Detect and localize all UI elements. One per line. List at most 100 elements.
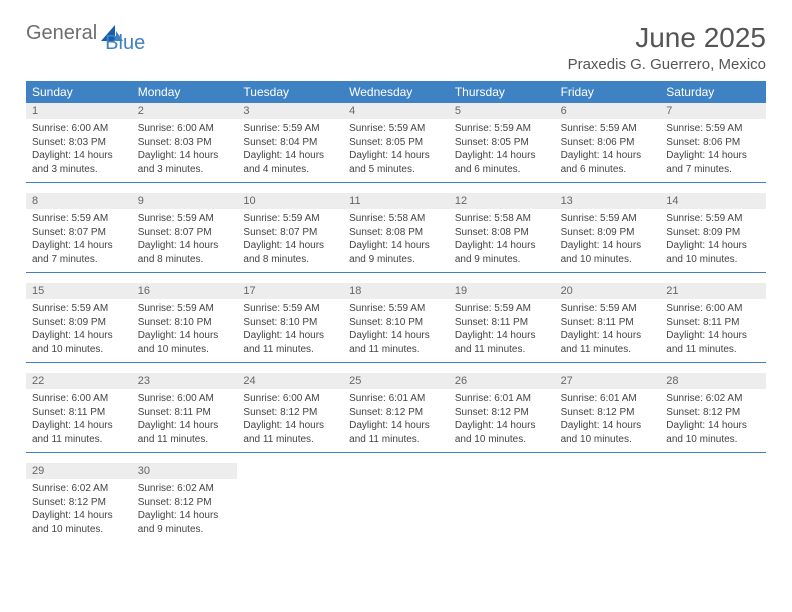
day-number: 2 bbox=[132, 103, 238, 119]
dow-cell: Tuesday bbox=[237, 81, 343, 103]
day-cell: 2Sunrise: 6:00 AMSunset: 8:03 PMDaylight… bbox=[132, 103, 238, 182]
day-body: Sunrise: 5:59 AMSunset: 8:11 PMDaylight:… bbox=[555, 299, 661, 362]
day-number: 7 bbox=[660, 103, 766, 119]
day-cell: 3Sunrise: 5:59 AMSunset: 8:04 PMDaylight… bbox=[237, 103, 343, 182]
page-title: June 2025 bbox=[568, 22, 766, 54]
day-number: 19 bbox=[449, 283, 555, 299]
day-cell: 15Sunrise: 5:59 AMSunset: 8:09 PMDayligh… bbox=[26, 283, 132, 362]
day-body: Sunrise: 6:01 AMSunset: 8:12 PMDaylight:… bbox=[449, 389, 555, 452]
day-number: 15 bbox=[26, 283, 132, 299]
day-number: 21 bbox=[660, 283, 766, 299]
day-number: 28 bbox=[660, 373, 766, 389]
week-row: 22Sunrise: 6:00 AMSunset: 8:11 PMDayligh… bbox=[26, 373, 766, 453]
day-cell: 27Sunrise: 6:01 AMSunset: 8:12 PMDayligh… bbox=[555, 373, 661, 452]
day-cell: 10Sunrise: 5:59 AMSunset: 8:07 PMDayligh… bbox=[237, 193, 343, 272]
day-number: 14 bbox=[660, 193, 766, 209]
day-number: 24 bbox=[237, 373, 343, 389]
day-number: 9 bbox=[132, 193, 238, 209]
day-cell: 20Sunrise: 5:59 AMSunset: 8:11 PMDayligh… bbox=[555, 283, 661, 362]
day-cell: 12Sunrise: 5:58 AMSunset: 8:08 PMDayligh… bbox=[449, 193, 555, 272]
day-cell: 13Sunrise: 5:59 AMSunset: 8:09 PMDayligh… bbox=[555, 193, 661, 272]
day-body: Sunrise: 5:59 AMSunset: 8:07 PMDaylight:… bbox=[132, 209, 238, 272]
day-cell: 25Sunrise: 6:01 AMSunset: 8:12 PMDayligh… bbox=[343, 373, 449, 452]
location-label: Praxedis G. Guerrero, Mexico bbox=[568, 56, 766, 73]
day-number: 22 bbox=[26, 373, 132, 389]
day-body: Sunrise: 5:59 AMSunset: 8:05 PMDaylight:… bbox=[449, 119, 555, 182]
day-cell: 8Sunrise: 5:59 AMSunset: 8:07 PMDaylight… bbox=[26, 193, 132, 272]
day-number: 23 bbox=[132, 373, 238, 389]
day-body: Sunrise: 6:02 AMSunset: 8:12 PMDaylight:… bbox=[660, 389, 766, 452]
day-body: Sunrise: 5:58 AMSunset: 8:08 PMDaylight:… bbox=[343, 209, 449, 272]
day-body: Sunrise: 5:59 AMSunset: 8:04 PMDaylight:… bbox=[237, 119, 343, 182]
day-number: 6 bbox=[555, 103, 661, 119]
dow-cell: Monday bbox=[132, 81, 238, 103]
day-body: Sunrise: 5:59 AMSunset: 8:06 PMDaylight:… bbox=[555, 119, 661, 182]
day-cell: 24Sunrise: 6:00 AMSunset: 8:12 PMDayligh… bbox=[237, 373, 343, 452]
day-body: Sunrise: 6:02 AMSunset: 8:12 PMDaylight:… bbox=[26, 479, 132, 542]
day-body: Sunrise: 5:59 AMSunset: 8:09 PMDaylight:… bbox=[660, 209, 766, 272]
day-of-week-header: SundayMondayTuesdayWednesdayThursdayFrid… bbox=[26, 81, 766, 103]
day-body: Sunrise: 5:59 AMSunset: 8:10 PMDaylight:… bbox=[343, 299, 449, 362]
day-number: 10 bbox=[237, 193, 343, 209]
day-number: 29 bbox=[26, 463, 132, 479]
logo-text-2: Blue bbox=[105, 32, 145, 55]
day-number: 17 bbox=[237, 283, 343, 299]
day-cell: 14Sunrise: 5:59 AMSunset: 8:09 PMDayligh… bbox=[660, 193, 766, 272]
day-body: Sunrise: 5:58 AMSunset: 8:08 PMDaylight:… bbox=[449, 209, 555, 272]
dow-cell: Wednesday bbox=[343, 81, 449, 103]
week-row: 8Sunrise: 5:59 AMSunset: 8:07 PMDaylight… bbox=[26, 193, 766, 273]
day-number: 11 bbox=[343, 193, 449, 209]
day-number: 25 bbox=[343, 373, 449, 389]
day-body: Sunrise: 6:00 AMSunset: 8:11 PMDaylight:… bbox=[660, 299, 766, 362]
day-body: Sunrise: 5:59 AMSunset: 8:06 PMDaylight:… bbox=[660, 119, 766, 182]
day-number: 8 bbox=[26, 193, 132, 209]
header: General Blue June 2025 Praxedis G. Guerr… bbox=[26, 22, 766, 73]
day-cell: 21Sunrise: 6:00 AMSunset: 8:11 PMDayligh… bbox=[660, 283, 766, 362]
logo-text-1: General bbox=[26, 22, 97, 45]
day-number: 20 bbox=[555, 283, 661, 299]
day-cell: 6Sunrise: 5:59 AMSunset: 8:06 PMDaylight… bbox=[555, 103, 661, 182]
week-row: 1Sunrise: 6:00 AMSunset: 8:03 PMDaylight… bbox=[26, 103, 766, 183]
dow-cell: Saturday bbox=[660, 81, 766, 103]
day-cell: .. bbox=[237, 463, 343, 542]
day-number: 30 bbox=[132, 463, 238, 479]
day-body: Sunrise: 6:02 AMSunset: 8:12 PMDaylight:… bbox=[132, 479, 238, 542]
calendar: SundayMondayTuesdayWednesdayThursdayFrid… bbox=[26, 81, 766, 542]
day-cell: 30Sunrise: 6:02 AMSunset: 8:12 PMDayligh… bbox=[132, 463, 238, 542]
day-cell: 7Sunrise: 5:59 AMSunset: 8:06 PMDaylight… bbox=[660, 103, 766, 182]
day-cell: .. bbox=[449, 463, 555, 542]
day-body: Sunrise: 5:59 AMSunset: 8:05 PMDaylight:… bbox=[343, 119, 449, 182]
day-cell: 19Sunrise: 5:59 AMSunset: 8:11 PMDayligh… bbox=[449, 283, 555, 362]
week-row: 15Sunrise: 5:59 AMSunset: 8:09 PMDayligh… bbox=[26, 283, 766, 363]
day-number: 26 bbox=[449, 373, 555, 389]
day-body: Sunrise: 5:59 AMSunset: 8:10 PMDaylight:… bbox=[132, 299, 238, 362]
day-cell: 5Sunrise: 5:59 AMSunset: 8:05 PMDaylight… bbox=[449, 103, 555, 182]
dow-cell: Friday bbox=[555, 81, 661, 103]
day-body: Sunrise: 6:00 AMSunset: 8:03 PMDaylight:… bbox=[132, 119, 238, 182]
week-row: 29Sunrise: 6:02 AMSunset: 8:12 PMDayligh… bbox=[26, 463, 766, 542]
day-number: 1 bbox=[26, 103, 132, 119]
day-cell: .. bbox=[660, 463, 766, 542]
day-number: 3 bbox=[237, 103, 343, 119]
day-cell: 18Sunrise: 5:59 AMSunset: 8:10 PMDayligh… bbox=[343, 283, 449, 362]
day-cell: 4Sunrise: 5:59 AMSunset: 8:05 PMDaylight… bbox=[343, 103, 449, 182]
day-body: Sunrise: 5:59 AMSunset: 8:07 PMDaylight:… bbox=[26, 209, 132, 272]
day-body: Sunrise: 6:01 AMSunset: 8:12 PMDaylight:… bbox=[343, 389, 449, 452]
day-body: Sunrise: 6:00 AMSunset: 8:11 PMDaylight:… bbox=[132, 389, 238, 452]
day-cell: 23Sunrise: 6:00 AMSunset: 8:11 PMDayligh… bbox=[132, 373, 238, 452]
day-number: 27 bbox=[555, 373, 661, 389]
day-body: Sunrise: 5:59 AMSunset: 8:10 PMDaylight:… bbox=[237, 299, 343, 362]
day-number: 13 bbox=[555, 193, 661, 209]
day-body: Sunrise: 5:59 AMSunset: 8:09 PMDaylight:… bbox=[26, 299, 132, 362]
day-cell: 17Sunrise: 5:59 AMSunset: 8:10 PMDayligh… bbox=[237, 283, 343, 362]
day-number: 4 bbox=[343, 103, 449, 119]
day-cell: 28Sunrise: 6:02 AMSunset: 8:12 PMDayligh… bbox=[660, 373, 766, 452]
day-body: Sunrise: 6:00 AMSunset: 8:03 PMDaylight:… bbox=[26, 119, 132, 182]
day-cell: .. bbox=[343, 463, 449, 542]
day-cell: 29Sunrise: 6:02 AMSunset: 8:12 PMDayligh… bbox=[26, 463, 132, 542]
day-number: 5 bbox=[449, 103, 555, 119]
day-cell: 26Sunrise: 6:01 AMSunset: 8:12 PMDayligh… bbox=[449, 373, 555, 452]
day-cell: 9Sunrise: 5:59 AMSunset: 8:07 PMDaylight… bbox=[132, 193, 238, 272]
day-cell: 22Sunrise: 6:00 AMSunset: 8:11 PMDayligh… bbox=[26, 373, 132, 452]
day-cell: .. bbox=[555, 463, 661, 542]
